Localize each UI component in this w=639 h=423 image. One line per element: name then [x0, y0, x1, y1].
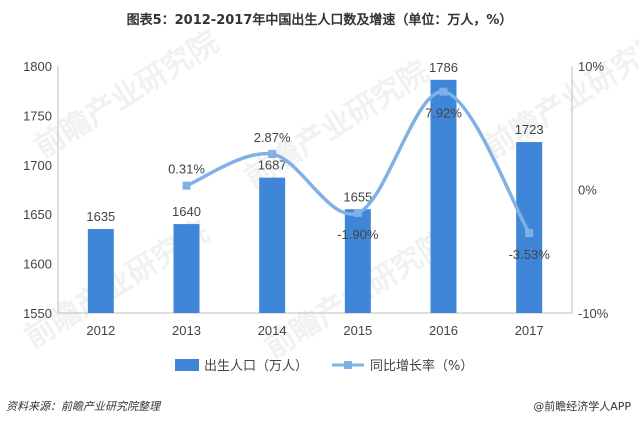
growth-rate-label: 7.92%: [425, 106, 462, 121]
growth-rate-point: [182, 181, 191, 190]
y-left-tick-label: 1750: [23, 108, 52, 123]
y-left-tick-label: 1700: [23, 158, 52, 173]
x-tick-label: 2012: [86, 323, 115, 338]
y-left-tick-label: 1650: [23, 207, 52, 222]
bar-value-label: 1635: [86, 209, 115, 224]
legend-bar-swatch: [175, 359, 199, 371]
x-tick-label: 2017: [515, 323, 544, 338]
bar-value-label: 1786: [429, 60, 458, 75]
bar: [259, 177, 286, 313]
bar-value-label: 1687: [258, 158, 287, 173]
x-tick-label: 2014: [258, 323, 287, 338]
growth-rate-point: [268, 150, 277, 159]
y-right-tick-label: -10%: [578, 306, 609, 321]
bar-value-label: 1723: [515, 122, 544, 137]
legend-bar-label: 出生人口（万人）: [204, 359, 308, 374]
growth-rate-line: [185, 89, 531, 235]
bar: [430, 79, 457, 313]
growth-rate-label: -1.90%: [337, 227, 379, 242]
bar: [344, 209, 371, 313]
growth-rate-label: 0.31%: [168, 162, 205, 177]
growth-rate-label: -3.53%: [509, 247, 551, 262]
legend-line-label: 同比增长率（%）: [370, 358, 473, 374]
y-left-tick-label: 1550: [23, 306, 52, 321]
chart-title: 图表5：2012-2017年中国出生人口数及增速（单位：万人，%）: [126, 13, 513, 28]
growth-rate-label: 2.87%: [254, 130, 291, 145]
bar: [173, 224, 200, 313]
growth-rate-point: [525, 229, 534, 238]
bar-value-label: 1655: [343, 189, 372, 204]
footer-brand: @前瞻经济学人APP: [533, 400, 631, 413]
bar: [87, 229, 114, 313]
growth-rate-point: [439, 87, 448, 96]
footer-source: 资料来源：前瞻产业研究院整理: [6, 400, 160, 413]
y-right-tick-label: 10%: [578, 59, 604, 74]
bar-value-label: 1640: [172, 204, 201, 219]
growth-rate-point: [353, 208, 362, 217]
y-left-tick-label: 1800: [23, 59, 52, 74]
x-tick-label: 2015: [343, 323, 372, 338]
bar: [516, 142, 543, 313]
y-left-tick-label: 1600: [23, 257, 52, 272]
x-tick-label: 2013: [172, 323, 201, 338]
x-tick-label: 2016: [429, 323, 458, 338]
legend-line-marker: [344, 361, 352, 369]
y-right-tick-label: 0%: [578, 183, 597, 198]
